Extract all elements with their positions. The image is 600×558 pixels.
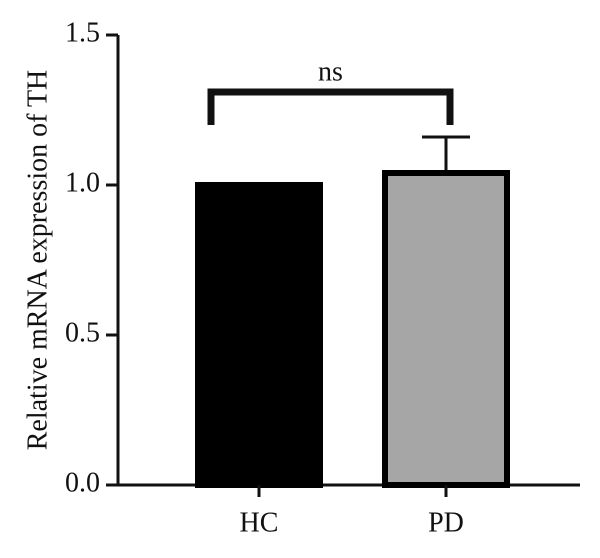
- y-tick-label: 1.0: [65, 167, 100, 198]
- y-tick-label: 1.5: [65, 17, 100, 48]
- annotation: ns: [318, 56, 343, 87]
- significance-bracket: [207, 88, 454, 125]
- x-tick-label: PD: [428, 507, 464, 538]
- y-tick-label: 0.5: [65, 317, 100, 348]
- bar: [195, 182, 323, 488]
- x-tick-label: HC: [240, 507, 279, 538]
- y-tick-label: 0.0: [65, 467, 100, 498]
- y-axis-label: Relative mRNA expression of TH: [22, 70, 53, 451]
- bar: [382, 170, 510, 488]
